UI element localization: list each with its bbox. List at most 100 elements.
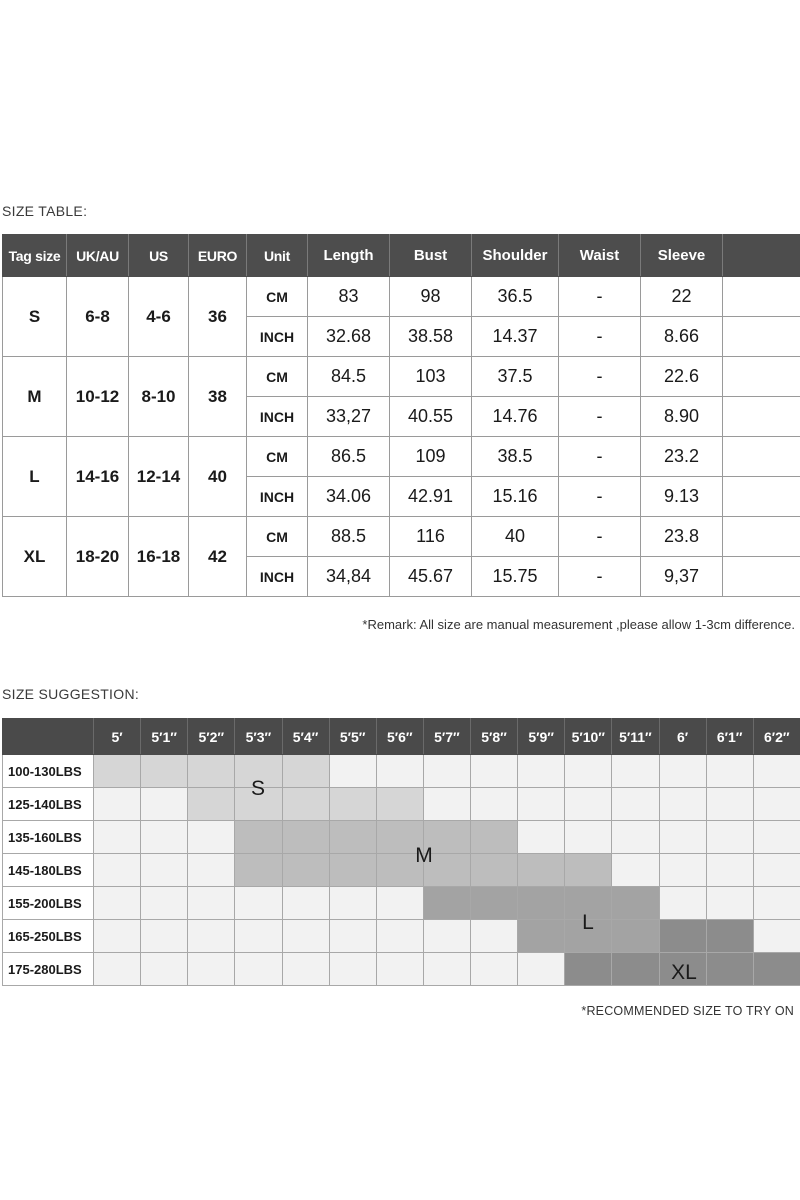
unit-cell: CM bbox=[246, 516, 308, 557]
sleeve-cell: 23.8 bbox=[640, 516, 723, 557]
waist-cell: - bbox=[558, 316, 641, 357]
grid-cell bbox=[328, 754, 377, 788]
length-cell: 33,27 bbox=[307, 396, 390, 437]
grid-cell bbox=[752, 886, 800, 920]
shoulder-cell: 36.5 bbox=[471, 276, 559, 317]
size-row: S 6-8 4-6 36 CM 83 98 36.5-22 bbox=[2, 276, 800, 357]
height-header-cell: 5′9″ bbox=[517, 718, 566, 755]
height-header-cell: 5′11″ bbox=[611, 718, 660, 755]
grid-cell bbox=[611, 820, 660, 854]
us-cell: 16-18 bbox=[128, 516, 189, 597]
header-shoulder: Shoulder bbox=[471, 234, 559, 277]
weight-label: 100-130LBS bbox=[2, 754, 94, 788]
height-header-cell: 5′6″ bbox=[375, 718, 424, 755]
grid-cell bbox=[281, 886, 330, 920]
grid-cell bbox=[658, 754, 707, 788]
grid-cell bbox=[705, 853, 754, 887]
size-remark: *Remark: All size are manual measurement… bbox=[362, 617, 795, 632]
sleeve-cell: 8.66 bbox=[640, 316, 723, 357]
us-cell: 8-10 bbox=[128, 356, 189, 437]
empty-cell bbox=[722, 556, 800, 597]
grid-cell-s bbox=[328, 787, 377, 821]
waist-cell: - bbox=[558, 396, 641, 437]
grid-cell bbox=[752, 754, 800, 788]
height-header-cell: 6′ bbox=[658, 718, 707, 755]
height-header-row: 5′ 5′1″ 5′2″ 5′3″ 5′4″ 5′5″ 5′6″ 5′7″ 5′8″ 5′9″ 5′… bbox=[2, 718, 800, 755]
size-table-header-row: Tag size UK/AU US EURO Unit Length Bust … bbox=[2, 234, 800, 277]
height-header-cell: 5′8″ bbox=[469, 718, 519, 755]
grid-cell bbox=[234, 886, 283, 920]
height-header-cell: 5′4″ bbox=[281, 718, 330, 755]
grid-cell-xl bbox=[705, 919, 754, 953]
grid-cell bbox=[187, 853, 236, 887]
grid-cell-m bbox=[564, 853, 613, 887]
grid-cell bbox=[375, 886, 424, 920]
grid-cell-s bbox=[140, 754, 189, 788]
size-suggestion-grid: 5′ 5′1″ 5′2″ 5′3″ 5′4″ 5′5″ 5′6″ 5′7″ 5′8″ 5′9″ 5′… bbox=[2, 718, 800, 988]
bust-cell: 42.91 bbox=[389, 476, 472, 517]
zone-label-m: M bbox=[415, 844, 433, 867]
grid-cell-m bbox=[281, 820, 330, 854]
height-header-cell: 5′2″ bbox=[187, 718, 236, 755]
uk-au-cell: 14-16 bbox=[66, 436, 129, 517]
grid-cell-m bbox=[234, 853, 283, 887]
size-row: INCH 32.68 38.58 14.37-8.66 bbox=[3, 316, 800, 357]
grid-cell bbox=[375, 754, 424, 788]
sleeve-cell: 22.6 bbox=[640, 356, 723, 397]
bust-cell: 116 bbox=[389, 516, 472, 557]
sleeve-cell: 22 bbox=[640, 276, 723, 317]
bust-cell: 109 bbox=[389, 436, 472, 477]
grid-cell bbox=[187, 820, 236, 854]
shoulder-cell: 15.16 bbox=[471, 476, 559, 517]
grid-cell bbox=[705, 787, 754, 821]
grid-cell bbox=[752, 919, 800, 953]
bust-cell: 38.58 bbox=[389, 316, 472, 357]
grid-cell bbox=[187, 919, 236, 953]
grid-cell-l bbox=[611, 886, 660, 920]
shoulder-cell: 15.75 bbox=[471, 556, 559, 597]
weight-row: 135-160LBS bbox=[2, 820, 800, 854]
grid-cell bbox=[234, 952, 283, 986]
weight-row: 100-130LBS bbox=[2, 754, 800, 788]
bust-cell: 98 bbox=[389, 276, 472, 317]
grid-cell bbox=[517, 820, 566, 854]
grid-cell bbox=[705, 754, 754, 788]
grid-cell bbox=[469, 952, 519, 986]
empty-cell bbox=[722, 276, 800, 317]
grid-cell bbox=[422, 919, 472, 953]
grid-cell-m bbox=[281, 853, 330, 887]
grid-cell bbox=[328, 919, 377, 953]
grid-cell bbox=[564, 820, 613, 854]
height-header-cell: 6′2″ bbox=[752, 718, 800, 755]
waist-cell: - bbox=[558, 556, 641, 597]
sleeve-cell: 9,37 bbox=[640, 556, 723, 597]
length-cell: 32.68 bbox=[307, 316, 390, 357]
height-header-cell: 5′ bbox=[92, 718, 142, 755]
grid-cell bbox=[375, 952, 424, 986]
shoulder-cell: 14.76 bbox=[471, 396, 559, 437]
grid-cell bbox=[469, 919, 519, 953]
empty-cell bbox=[722, 316, 800, 357]
bust-cell: 40.55 bbox=[389, 396, 472, 437]
grid-cell bbox=[92, 787, 142, 821]
length-cell: 88.5 bbox=[307, 516, 390, 557]
sleeve-cell: 23.2 bbox=[640, 436, 723, 477]
grid-cell bbox=[328, 886, 377, 920]
empty-cell bbox=[722, 476, 800, 517]
empty-cell bbox=[722, 516, 800, 557]
grid-cell bbox=[140, 952, 189, 986]
grid-cell-l bbox=[517, 919, 566, 953]
grid-cell-l bbox=[422, 886, 472, 920]
header-uk-au: UK/AU bbox=[66, 234, 129, 277]
uk-au-cell: 18-20 bbox=[66, 516, 129, 597]
height-header-cell: 5′5″ bbox=[328, 718, 377, 755]
us-cell: 4-6 bbox=[128, 276, 189, 357]
height-header-cell: 5′3″ bbox=[234, 718, 283, 755]
euro-cell: 36 bbox=[188, 276, 247, 357]
unit-cell: INCH bbox=[246, 316, 308, 357]
grid-cell-l bbox=[564, 919, 613, 953]
waist-cell: - bbox=[558, 436, 641, 477]
size-row: INCH 34.06 42.91 15.16-9.13 bbox=[3, 476, 800, 517]
grid-cell bbox=[564, 754, 613, 788]
size-table-title: SIZE TABLE: bbox=[2, 203, 88, 219]
